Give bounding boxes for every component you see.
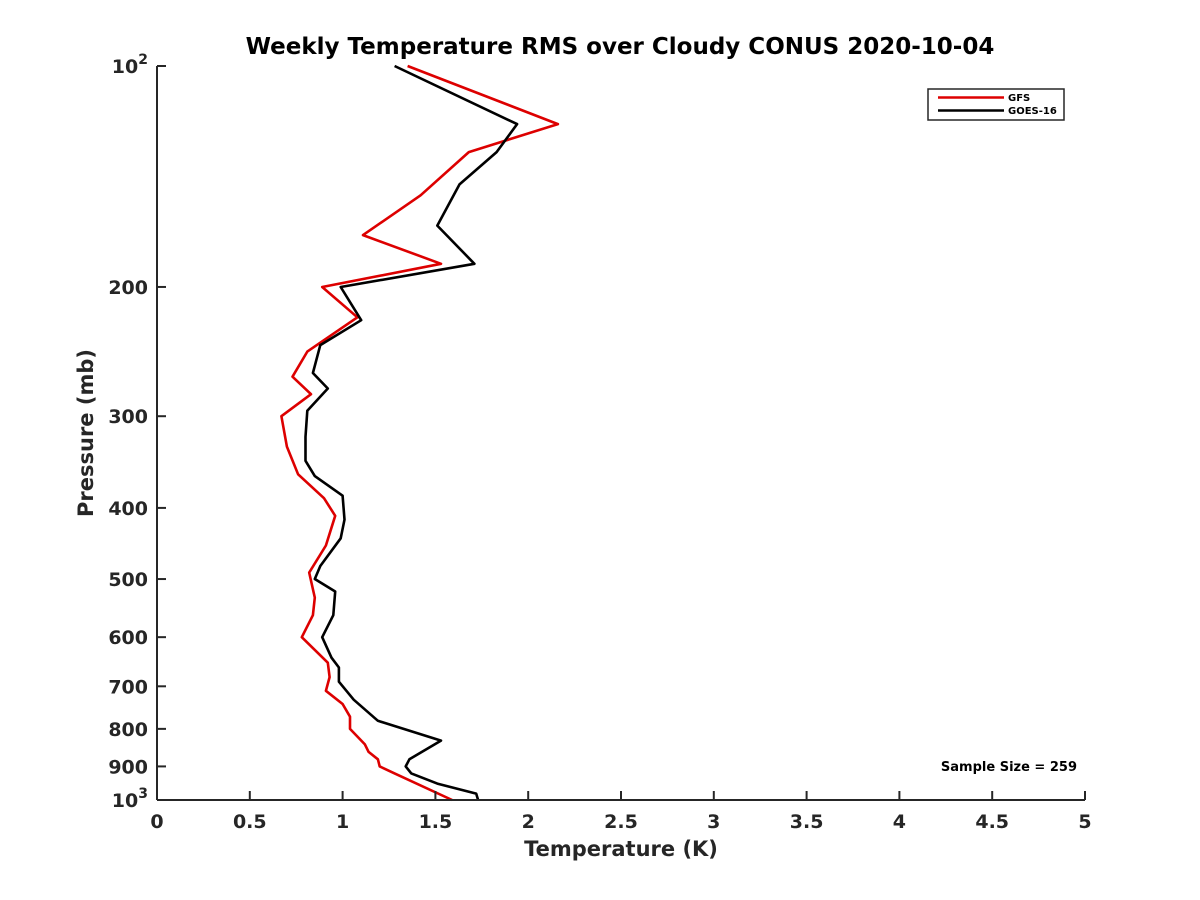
x-tick-label: 5	[1078, 811, 1091, 833]
y-tick-label: 200	[108, 277, 148, 299]
x-tick-label: 3	[707, 811, 720, 833]
y-tick-label: 103	[112, 786, 148, 812]
x-tick-label: 1	[336, 811, 349, 833]
legend-label-gfs: GFS	[1008, 93, 1030, 104]
x-axis-label: Temperature (K)	[524, 837, 718, 861]
y-tick-label: 900	[108, 756, 148, 778]
y-tick-label: 800	[108, 719, 148, 741]
x-tick-label: 0.5	[233, 811, 267, 833]
x-tick-label: 2	[522, 811, 535, 833]
x-tick-label: 0	[150, 811, 163, 833]
y-tick-label: 400	[108, 498, 148, 520]
legend-box	[927, 88, 1065, 121]
series-line-gfs	[280, 64, 560, 802]
y-tick-label: 600	[108, 627, 148, 649]
x-tick-label: 4	[893, 811, 906, 833]
y-tick-label: 300	[108, 406, 148, 428]
chart-title: Weekly Temperature RMS over Cloudy CONUS…	[246, 34, 995, 60]
x-ticks: 0 0.5 1 1.5 2 2.5 3 3.5 4 4.5 5	[150, 791, 1092, 833]
y-ticks: 102 200 300 400 500 600 700 800 900 103	[108, 52, 166, 812]
legend-label-goes16: GOES-16	[1008, 106, 1057, 117]
y-tick-label: 102	[112, 52, 148, 78]
series-line-goes16	[304, 64, 519, 801]
x-tick-label: 1.5	[419, 811, 453, 833]
x-tick-label: 4.5	[975, 811, 1009, 833]
y-tick-label: 500	[108, 569, 148, 591]
legend: GFS GOES-16	[927, 88, 1065, 121]
series-layer	[280, 64, 560, 802]
y-axis-label: Pressure (mb)	[74, 349, 98, 517]
sample-size-annotation: Sample Size = 259	[941, 760, 1077, 775]
x-tick-label: 2.5	[604, 811, 638, 833]
y-tick-label: 700	[108, 676, 148, 698]
x-tick-label: 3.5	[790, 811, 824, 833]
